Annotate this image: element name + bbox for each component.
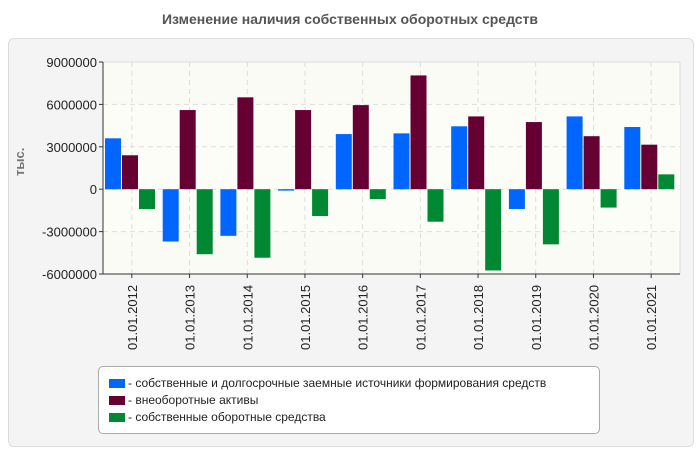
bar-noncurrent-assets [468,116,485,190]
legend: - собственные и долгосрочные заемные ист… [98,366,600,434]
bar-noncurrent-assets [237,97,254,190]
x-tick-label: 01.01.2015 [298,285,313,350]
bar-sources [220,189,237,236]
x-tick-label: 01.01.2020 [586,285,601,350]
x-tick-label: 01.01.2017 [413,285,428,350]
bar-noncurrent-assets [525,122,542,190]
bar-sources [393,133,410,190]
y-axis-label: тыс. [12,148,27,176]
bar-working-capital [139,189,155,209]
bar-noncurrent-assets [641,144,658,190]
bar-noncurrent-assets [352,105,369,190]
legend-label: - собственные оборотные средства [128,410,326,424]
y-tick-label: 6000000 [46,97,97,112]
legend-swatch [109,412,125,422]
bar-noncurrent-assets [295,110,312,190]
y-tick-label: 3000000 [46,140,97,155]
bar-noncurrent-assets [410,75,427,190]
y-tick-label: 9000000 [46,55,97,70]
y-tick-label: -3000000 [42,225,97,240]
legend-item-sources: - собственные и долгосрочные заемные ист… [109,375,546,391]
x-tick-label: 01.01.2013 [183,285,198,350]
bar-working-capital [600,189,617,208]
legend-label: - собственные и долгосрочные заемные ист… [128,376,547,390]
bar-sources [278,189,295,191]
bar-sources [105,138,121,190]
y-tick-label: -6000000 [42,267,97,282]
bar-sources [451,126,468,190]
x-tick-label: 01.01.2021 [644,285,659,350]
bar-working-capital [658,174,675,190]
bar-sources [508,189,525,209]
bar-working-capital [485,189,502,271]
x-tick-label: 01.01.2018 [471,285,486,350]
legend-swatch [109,378,125,388]
bar-sources [566,116,583,190]
chart-title: Изменение наличия собственных оборотных … [161,11,539,27]
bar-sources [335,134,352,190]
x-tick-label: 01.01.2014 [240,285,255,350]
legend-item-noncurrent-assets: - внеоборотные активы [109,392,258,408]
bar-working-capital [196,189,213,255]
bar-noncurrent-assets [122,155,138,190]
legend-item-working-capital: - собственные оборотные средства [109,409,326,425]
bar-working-capital [427,189,444,222]
bar-working-capital [312,189,329,217]
x-tick-label: 01.01.2016 [356,285,371,350]
bar-working-capital [254,189,271,258]
bar-sources [624,127,641,190]
y-tick-label: 0 [90,182,97,197]
bar-noncurrent-assets [583,136,600,190]
x-tick-label: 01.01.2012 [125,285,140,350]
bar-noncurrent-assets [179,110,196,190]
bar-sources [162,189,179,242]
x-tick-label: 01.01.2019 [529,285,544,350]
legend-label: - внеоборотные активы [128,393,259,407]
bar-working-capital [542,189,559,245]
legend-swatch [109,395,125,405]
bar-working-capital [369,189,386,200]
